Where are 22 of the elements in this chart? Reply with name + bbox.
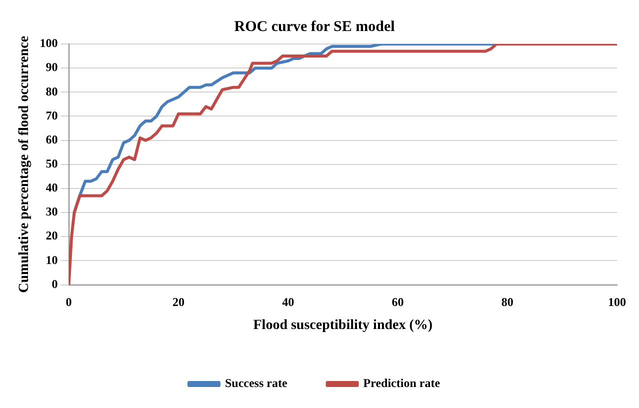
x-tick-label: 0 <box>66 295 72 310</box>
y-tick-label: 50 <box>46 156 58 170</box>
y-tick-label: 90 <box>46 60 58 74</box>
x-tick-label: 60 <box>392 295 404 310</box>
x-axis-title: Flood susceptibility index (%) <box>253 318 433 334</box>
y-axis-title: Cumulative percentage of flood occurrence <box>17 36 32 293</box>
x-tick-label: 100 <box>608 295 626 310</box>
y-tick-label: 60 <box>46 132 58 146</box>
y-tick-label: 100 <box>40 36 58 50</box>
x-tick-label: 40 <box>282 295 294 310</box>
legend-label: Success rate <box>224 376 288 390</box>
y-tick-label: 0 <box>52 276 58 291</box>
y-tick-label: 10 <box>46 252 58 267</box>
chart-title: ROC curve for SE model <box>234 18 395 35</box>
x-tick-label: 20 <box>172 295 184 310</box>
y-tick-label: 40 <box>46 180 58 195</box>
legend-label: Prediction rate <box>363 376 441 390</box>
y-tick-label: 30 <box>46 204 58 219</box>
y-tick-label: 70 <box>46 108 58 122</box>
y-tick-label: 20 <box>46 228 58 243</box>
x-tick-label: 80 <box>501 295 514 310</box>
y-tick-label: 80 <box>46 84 58 98</box>
